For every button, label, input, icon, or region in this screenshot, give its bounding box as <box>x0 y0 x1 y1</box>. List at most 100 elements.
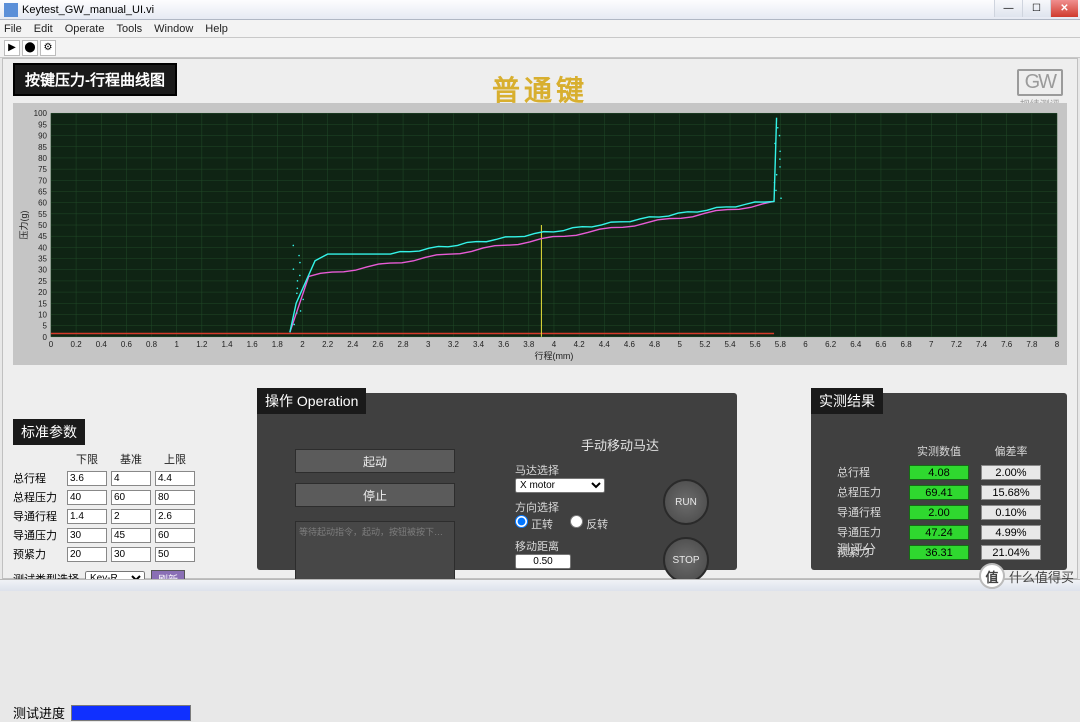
svg-text:1.2: 1.2 <box>196 340 208 349</box>
svg-text:25: 25 <box>38 277 47 286</box>
svg-text:1.6: 1.6 <box>247 340 259 349</box>
res-value: 36.31 <box>909 545 969 560</box>
chart-container: 00.20.40.60.811.21.41.61.822.22.42.62.83… <box>13 103 1067 365</box>
settings-icon[interactable]: ⚙ <box>40 40 56 56</box>
app-icon <box>4 3 18 17</box>
maximize-button[interactable]: ☐ <box>1022 0 1050 17</box>
svg-text:5: 5 <box>43 322 48 331</box>
manual-stop-button[interactable]: STOP <box>663 537 709 583</box>
menubar: File Edit Operate Tools Window Help <box>0 20 1080 38</box>
log-box: 等待起动指令，起动，按钮被按下… <box>295 521 455 585</box>
res-value: 2.00 <box>909 505 969 520</box>
dir-forward[interactable]: 正转 <box>515 519 553 531</box>
std-mid[interactable] <box>111 490 151 505</box>
svg-text:6.8: 6.8 <box>901 340 913 349</box>
svg-text:10: 10 <box>38 310 47 319</box>
menu-edit[interactable]: Edit <box>34 23 53 35</box>
std-row-label: 导通行程 <box>13 508 63 524</box>
svg-text:15: 15 <box>38 299 47 308</box>
distance-input[interactable] <box>515 554 571 569</box>
results-title: 实测结果 <box>811 388 883 414</box>
std-hi[interactable] <box>155 528 195 543</box>
chart-title-box: 按键压力-行程曲线图 <box>13 63 177 96</box>
manual-title: 手动移动马达 <box>515 435 725 454</box>
svg-text:7.2: 7.2 <box>951 340 963 349</box>
svg-text:4.2: 4.2 <box>574 340 586 349</box>
logo-mark: GW <box>1017 69 1063 96</box>
std-hi[interactable] <box>155 490 195 505</box>
svg-text:1: 1 <box>174 340 179 349</box>
menu-operate[interactable]: Operate <box>65 23 105 35</box>
svg-text:5.2: 5.2 <box>699 340 711 349</box>
res-dev: 2.00% <box>981 465 1041 480</box>
std-lo[interactable] <box>67 509 107 524</box>
std-hi[interactable] <box>155 509 195 524</box>
svg-text:7.8: 7.8 <box>1026 340 1038 349</box>
window-titlebar: Keytest_GW_manual_UI.vi — ☐ ✕ <box>0 0 1080 20</box>
operation-title: 操作 Operation <box>257 388 366 414</box>
front-panel: 按键压力-行程曲线图 普通键 GW 规纬测评 00.20.40.60.811.2… <box>2 58 1078 579</box>
std-mid[interactable] <box>111 547 151 562</box>
std-mid[interactable] <box>111 509 151 524</box>
svg-text:2.2: 2.2 <box>322 340 334 349</box>
standard-panel: 标准参数 下限基准上限总行程总程压力导通行程导通压力预紧力 测试类型选择 Key… <box>13 419 223 587</box>
svg-text:60: 60 <box>38 199 47 208</box>
svg-text:45: 45 <box>38 232 47 241</box>
start-button[interactable]: 起动 <box>295 449 455 473</box>
std-lo[interactable] <box>67 471 107 486</box>
svg-text:行程(mm): 行程(mm) <box>535 350 574 361</box>
close-button[interactable]: ✕ <box>1050 0 1078 17</box>
progress-label: 测试进度 <box>13 703 65 722</box>
menu-window[interactable]: Window <box>154 23 193 35</box>
svg-text:0.8: 0.8 <box>146 340 158 349</box>
std-mid[interactable] <box>111 528 151 543</box>
motor-select[interactable]: X motor <box>515 478 605 493</box>
menu-file[interactable]: File <box>4 23 22 35</box>
svg-text:3: 3 <box>426 340 431 349</box>
run-icon[interactable]: ▶ <box>4 40 20 56</box>
svg-text:1.4: 1.4 <box>221 340 233 349</box>
svg-text:50: 50 <box>38 221 47 230</box>
res-value: 47.24 <box>909 525 969 540</box>
std-hi[interactable] <box>155 547 195 562</box>
res-value: 4.08 <box>909 465 969 480</box>
watermark-icon: 值 <box>979 563 1005 589</box>
dir-reverse[interactable]: 反转 <box>570 519 608 531</box>
svg-text:7.4: 7.4 <box>976 340 988 349</box>
svg-text:70: 70 <box>38 176 47 185</box>
minimize-button[interactable]: — <box>994 0 1022 17</box>
std-row-label: 预紧力 <box>13 546 63 562</box>
svg-text:35: 35 <box>38 255 47 264</box>
watermark-text: 什么值得买 <box>1009 567 1074 586</box>
svg-text:85: 85 <box>38 143 47 152</box>
toolbar: ▶ ⬤ ⚙ <box>0 38 1080 58</box>
svg-text:3.8: 3.8 <box>523 340 535 349</box>
res-dev: 21.04% <box>981 545 1041 560</box>
svg-text:80: 80 <box>38 154 47 163</box>
res-row-label: 导通压力 <box>837 524 897 540</box>
abort-icon[interactable]: ⬤ <box>22 40 38 56</box>
std-lo[interactable] <box>67 528 107 543</box>
svg-text:3.2: 3.2 <box>448 340 460 349</box>
std-lo[interactable] <box>67 490 107 505</box>
std-hi[interactable] <box>155 471 195 486</box>
stop-button[interactable]: 停止 <box>295 483 455 507</box>
svg-text:75: 75 <box>38 165 47 174</box>
svg-text:压力(g): 压力(g) <box>18 211 29 240</box>
menu-help[interactable]: Help <box>205 23 228 35</box>
force-travel-chart: 00.20.40.60.811.21.41.61.822.22.42.62.83… <box>17 107 1063 361</box>
std-mid[interactable] <box>111 471 151 486</box>
std-row-label: 总程压力 <box>13 489 63 505</box>
svg-text:40: 40 <box>38 243 47 252</box>
menu-tools[interactable]: Tools <box>116 23 142 35</box>
std-lo[interactable] <box>67 547 107 562</box>
std-col: 基准 <box>111 451 151 467</box>
svg-text:7.6: 7.6 <box>1001 340 1013 349</box>
res-dev: 15.68% <box>981 485 1041 500</box>
std-row-label: 导通压力 <box>13 527 63 543</box>
run-button[interactable]: RUN <box>663 479 709 525</box>
svg-text:7: 7 <box>929 340 934 349</box>
res-row-label: 总行程 <box>837 464 897 480</box>
svg-text:2.4: 2.4 <box>347 340 359 349</box>
std-col: 上限 <box>155 451 195 467</box>
